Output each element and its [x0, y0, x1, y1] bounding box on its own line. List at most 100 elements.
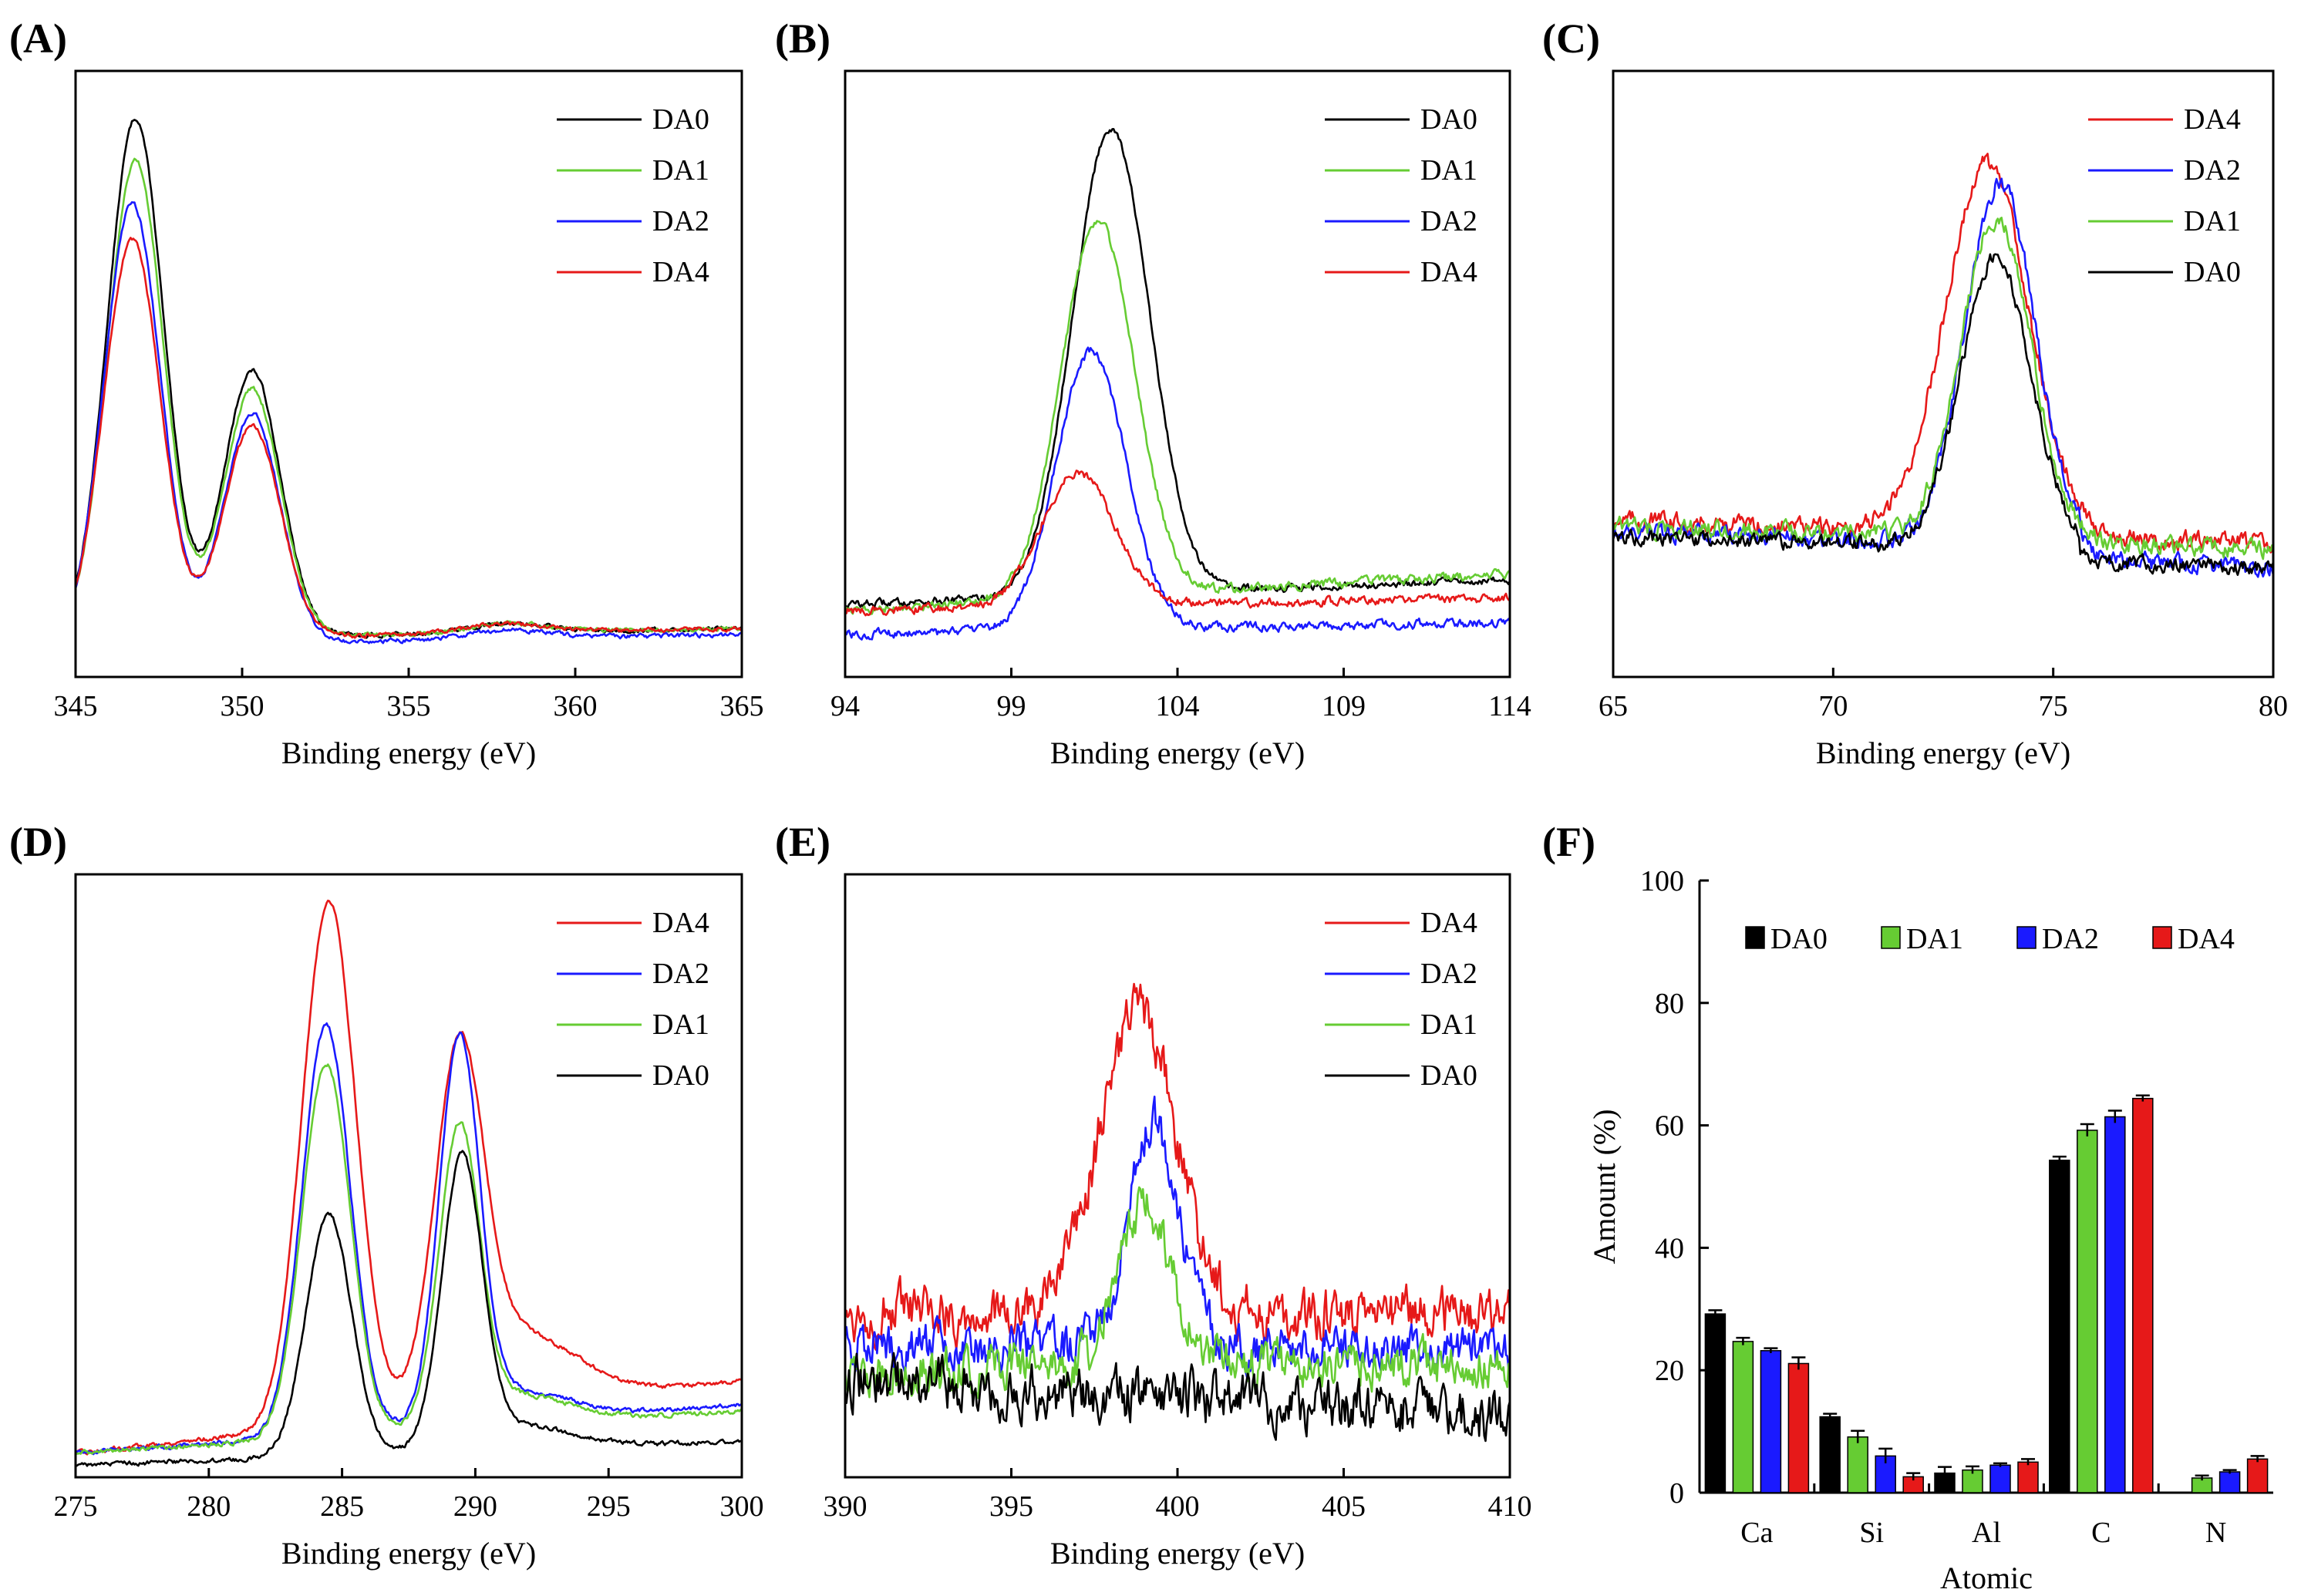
x-tick-label: 285: [320, 1490, 364, 1523]
legend-swatch-da0: [1745, 926, 1765, 949]
bar-da2-al: [1989, 1464, 2011, 1493]
x-tick-label: 400: [1156, 1490, 1200, 1523]
legend-label-da0: DA0: [1770, 923, 1828, 955]
bar-da4-c: [2132, 1097, 2154, 1493]
x-axis-title: Atomic: [1940, 1561, 2033, 1595]
x-tick-label: 99: [997, 690, 1026, 722]
panel-label: (D): [9, 819, 67, 865]
legend-label-da2: DA2: [652, 205, 709, 237]
bar-da4-al: [2017, 1461, 2039, 1493]
x-tick-label: 410: [1488, 1490, 1532, 1523]
x-tick-label: 80: [2259, 690, 2288, 722]
x-tick-label: 395: [989, 1490, 1033, 1523]
bar-da0-ca: [1704, 1313, 1727, 1493]
x-category-label: Al: [1972, 1517, 2001, 1549]
x-tick-label: 94: [830, 690, 860, 722]
panel-label: (F): [1542, 819, 1595, 865]
bar-da0-si: [1819, 1416, 1841, 1493]
series-da1-line: [1612, 217, 2275, 561]
y-axis-title: Amount (%): [1587, 1109, 1622, 1264]
series-da4-line: [74, 899, 743, 1456]
series-da0-line: [844, 1352, 1511, 1443]
legend-swatch-da1: [1881, 926, 1901, 949]
legend-label-da1: DA1: [1420, 154, 1477, 187]
panel-d: (D) 275 280 285 290 295 300 Binding energy (eV)…: [9, 819, 764, 1571]
series-da0-line: [74, 119, 743, 639]
y-tick-label: 0: [1669, 1477, 1684, 1510]
legend-label-da2: DA2: [1420, 958, 1477, 990]
bar-da4-ca: [1787, 1362, 1810, 1493]
x-tick-label: 360: [554, 690, 598, 722]
series-da1-line: [75, 1063, 743, 1456]
series-da0-line: [75, 1150, 743, 1467]
x-tick-label: 275: [54, 1490, 98, 1523]
series-da4-line: [844, 470, 1511, 617]
panel-f: (F) 0 20 40 60 80 100 Ca Si Al C N Atomic Amount (%) D…: [1542, 819, 2273, 1595]
x-tick-label: 104: [1156, 690, 1200, 722]
y-tick-label: 100: [1640, 865, 1684, 897]
legend-swatch-da2: [2016, 926, 2037, 949]
series-da2-line: [74, 200, 743, 645]
legend-label-da2: DA2: [2184, 154, 2241, 187]
series-da2-line: [1612, 177, 2275, 578]
x-tick-label: 109: [1322, 690, 1366, 722]
plot-frame: [74, 873, 743, 1479]
x-axis-title: Binding energy (eV): [281, 1536, 536, 1571]
series-da1-line: [74, 157, 743, 638]
series-da0-line: [844, 128, 1511, 609]
legend-swatch-da4: [2152, 926, 2172, 949]
series-da4-line: [1612, 153, 2275, 554]
series-da2-line: [844, 1096, 1511, 1382]
legend-label-da1: DA1: [2184, 205, 2241, 237]
bar-da4-n: [2246, 1458, 2269, 1493]
plot-frame: [1612, 69, 2275, 678]
legend-label-da1: DA1: [652, 154, 709, 187]
legend-label-da2: DA2: [1420, 205, 1477, 237]
legend-label-da0: DA0: [1420, 1059, 1477, 1092]
x-tick-label: 70: [1818, 690, 1848, 722]
bar-da1-c: [2077, 1130, 2098, 1493]
plot-frame: [74, 69, 743, 678]
panel-e: (E) 390 395 400 405 410 Binding energy (eV) DA4…: [775, 819, 1532, 1571]
x-tick-label: 295: [587, 1490, 631, 1523]
panel-label: (C): [1542, 15, 1600, 62]
x-axis-title: Binding energy (eV): [281, 736, 536, 770]
bar-da2-c: [2104, 1116, 2126, 1493]
legend-label-da4: DA4: [652, 907, 709, 939]
series-da4-line: [844, 982, 1511, 1351]
x-category-label: C: [2091, 1517, 2111, 1549]
x-tick-label: 355: [387, 690, 431, 722]
x-category-label: Si: [1859, 1517, 1884, 1549]
legend-label-da4: DA4: [1420, 256, 1477, 288]
legend-label-da4: DA4: [1420, 907, 1477, 939]
series-da2-line: [75, 1022, 743, 1456]
x-axis-title: Binding energy (eV): [1050, 736, 1305, 770]
legend-label-da0: DA0: [1420, 103, 1477, 136]
bar-da0-c: [2049, 1160, 2070, 1493]
legend-label-da0: DA0: [652, 103, 709, 136]
series-da0-line: [1612, 253, 2275, 577]
panel-a: (A) 345 350 355 360 365 Binding energy (eV) DA0…: [9, 15, 764, 770]
x-category-label: Ca: [1740, 1517, 1773, 1549]
legend-label-da1: DA1: [1420, 1008, 1477, 1041]
legend-label-da4: DA4: [2184, 103, 2241, 136]
legend-label-da0: DA0: [652, 1059, 709, 1092]
x-tick-label: 65: [1599, 690, 1628, 722]
x-axis-title: Binding energy (eV): [1816, 736, 2070, 770]
bar-da1-si: [1847, 1436, 1868, 1493]
x-tick-label: 350: [221, 690, 264, 722]
bar-da1-ca: [1732, 1341, 1754, 1493]
legend-label-da0: DA0: [2184, 256, 2241, 288]
x-tick-label: 280: [187, 1490, 231, 1523]
y-tick-label: 20: [1655, 1355, 1684, 1387]
panel-b: (B) 94 99 104 109 114 Binding energy (eV) DA0 DA…: [775, 15, 1531, 770]
y-tick-label: 80: [1655, 988, 1684, 1020]
legend-label-da1: DA1: [1906, 923, 1963, 955]
x-tick-label: 290: [453, 1490, 497, 1523]
legend-label-da2: DA2: [2042, 923, 2099, 955]
x-tick-label: 405: [1322, 1490, 1366, 1523]
x-tick-label: 75: [2039, 690, 2068, 722]
legend-label-da4: DA4: [652, 256, 709, 288]
x-tick-label: 345: [54, 690, 98, 722]
